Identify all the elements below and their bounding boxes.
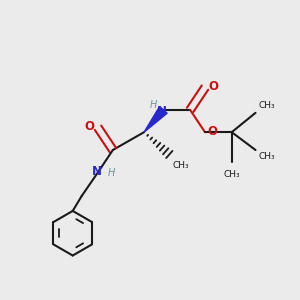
Text: H: H [150, 100, 158, 110]
Text: H: H [108, 169, 115, 178]
Text: CH₃: CH₃ [259, 101, 275, 110]
Text: O: O [207, 125, 218, 138]
Text: N: N [157, 105, 167, 118]
Text: CH₃: CH₃ [259, 152, 275, 161]
Text: CH₃: CH₃ [173, 161, 190, 170]
Polygon shape [144, 106, 167, 132]
Text: CH₃: CH₃ [224, 170, 240, 179]
Text: O: O [208, 80, 218, 93]
Text: O: O [85, 120, 95, 133]
Text: N: N [92, 165, 102, 178]
